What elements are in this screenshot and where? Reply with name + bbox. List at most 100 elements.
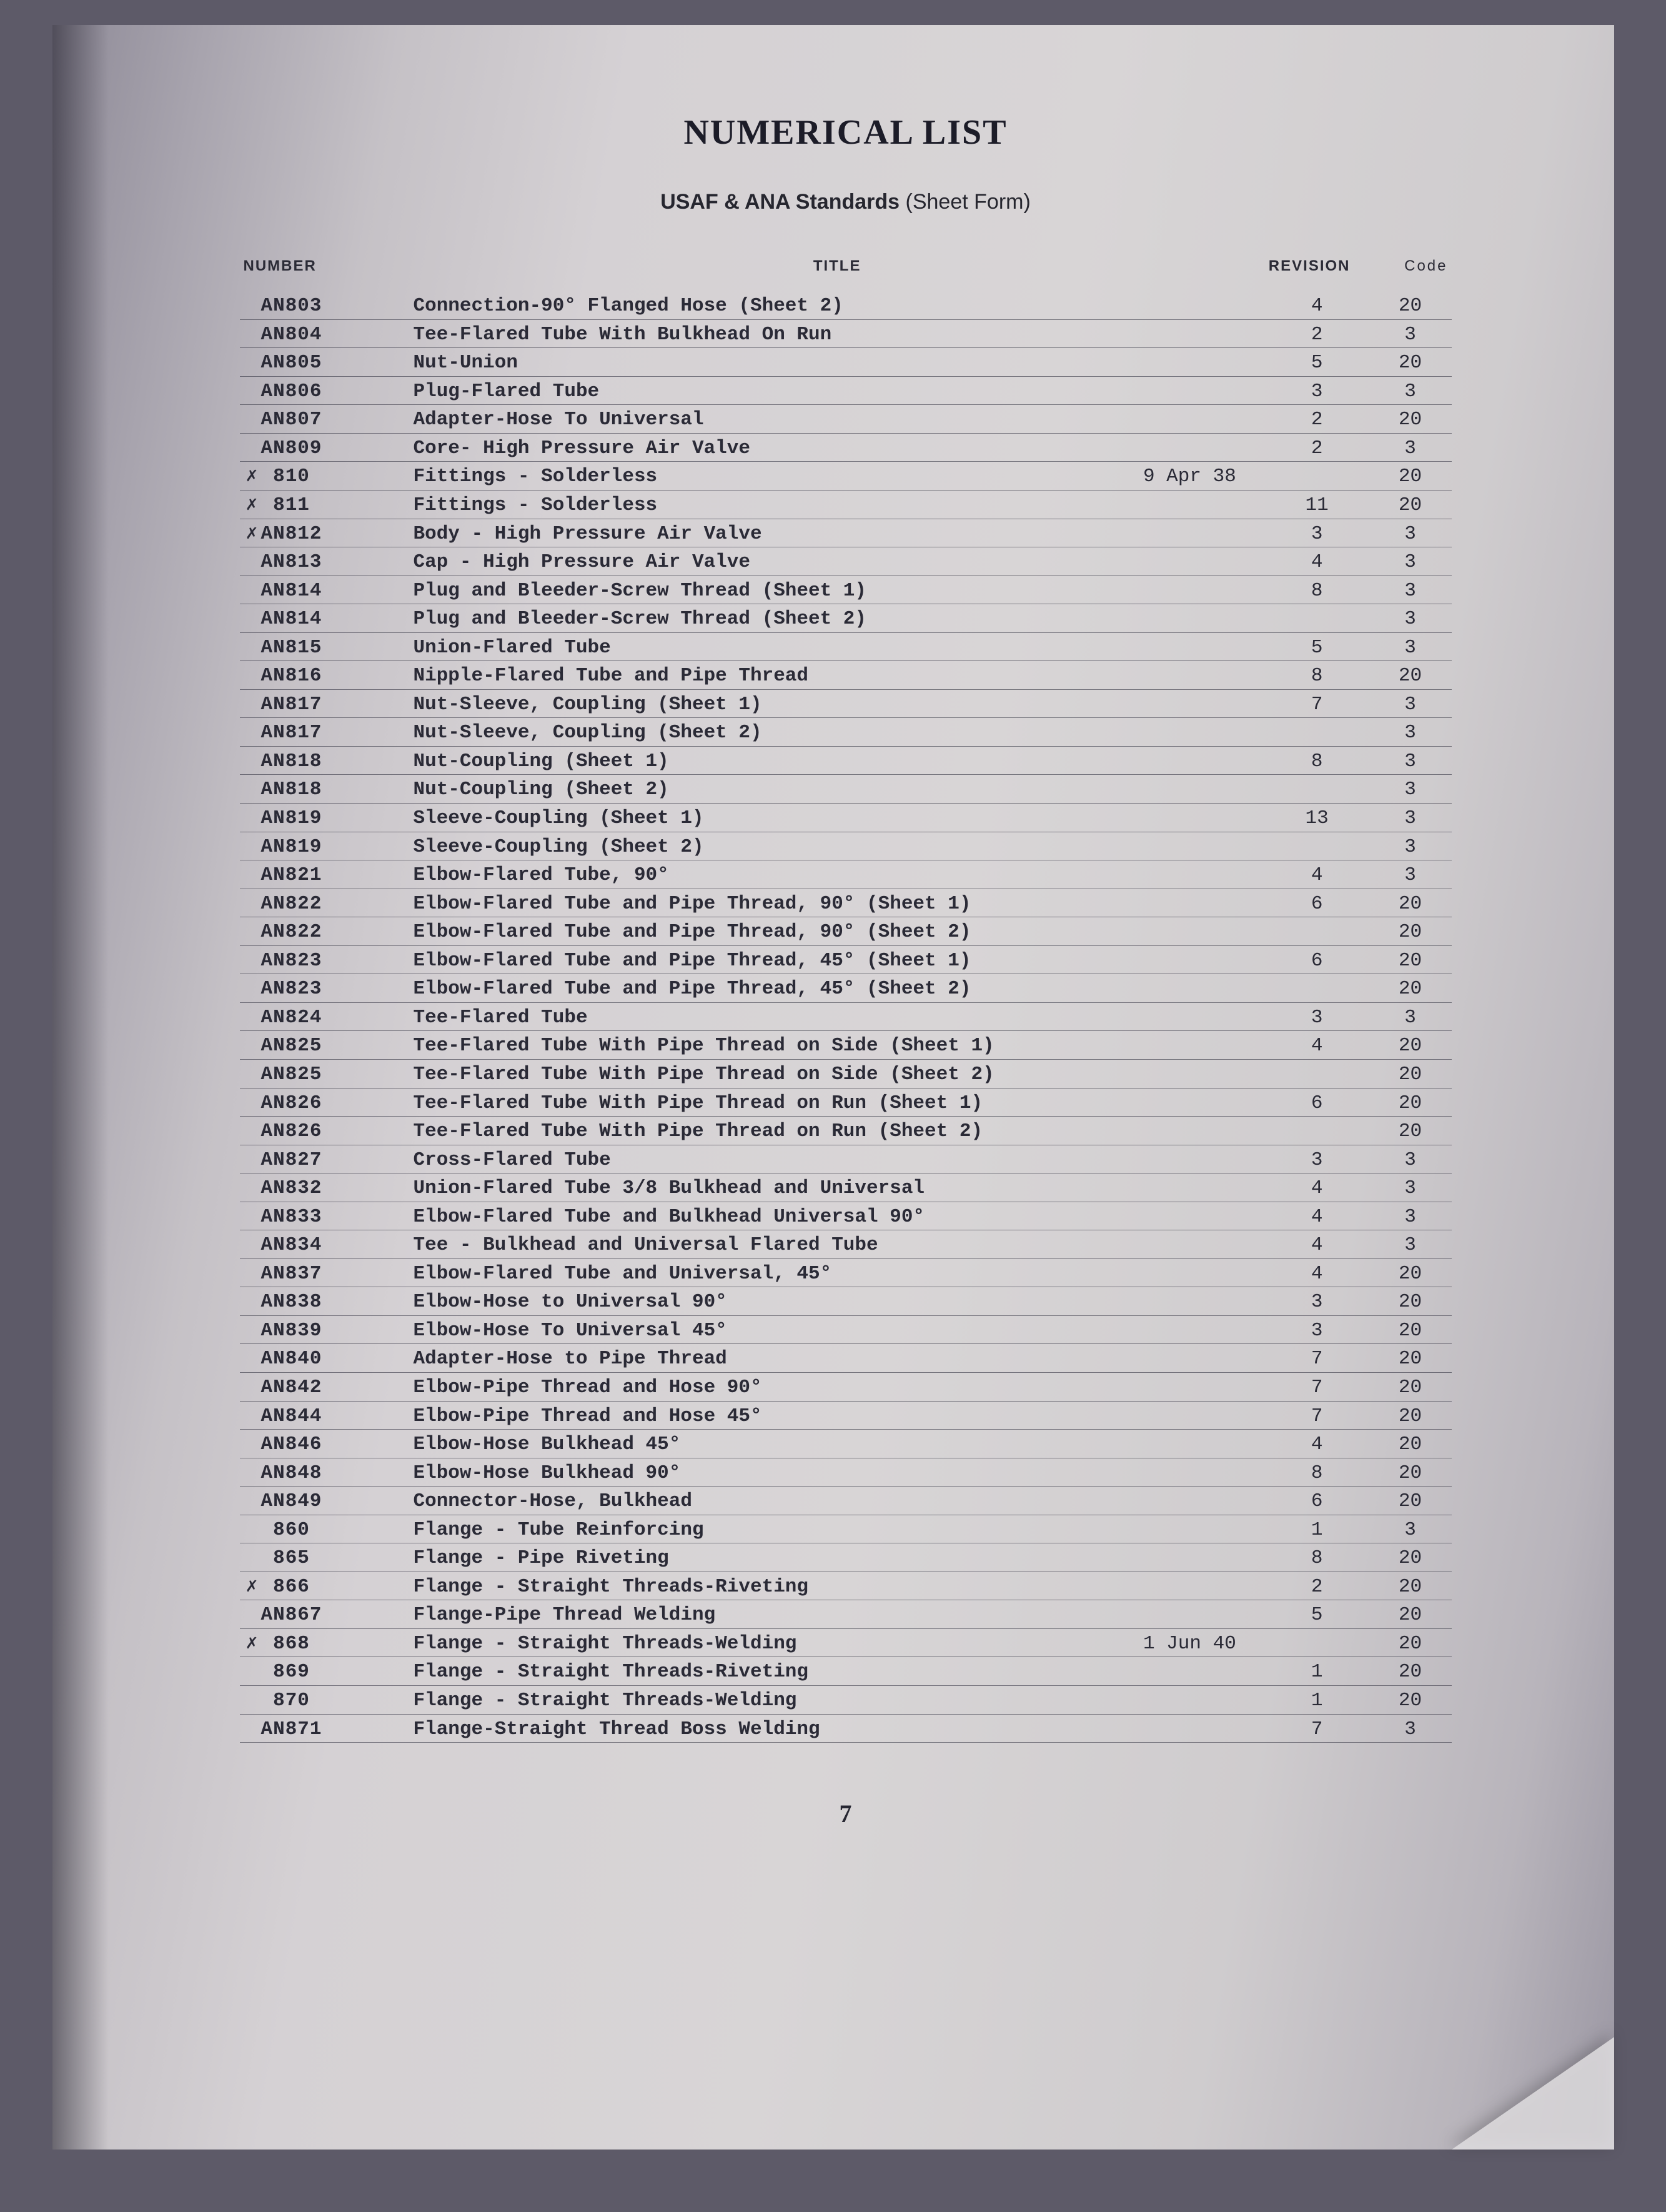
cell-number: AN825 bbox=[240, 1031, 410, 1060]
cell-code: 3 bbox=[1369, 832, 1452, 860]
cell-number: AN837 bbox=[240, 1258, 410, 1287]
table-header-row: NUMBER TITLE REVISION Code bbox=[240, 258, 1452, 291]
table-row: ✗AN812Body - High Pressure Air Valve33 bbox=[240, 519, 1452, 547]
cell-code: 3 bbox=[1369, 1230, 1452, 1259]
cell-title: Flange - Straight Threads-Welding1 Jun 4… bbox=[410, 1628, 1265, 1657]
cell-number: AN838 bbox=[240, 1287, 410, 1316]
cell-revision: 4 bbox=[1265, 1258, 1369, 1287]
cell-code: 20 bbox=[1369, 917, 1452, 946]
cell-title: Nut-Sleeve, Coupling (Sheet 2) bbox=[410, 718, 1265, 747]
cell-code: 20 bbox=[1369, 889, 1452, 917]
cell-title: Nut-Sleeve, Coupling (Sheet 1) bbox=[410, 689, 1265, 718]
table-row: AN821Elbow-Flared Tube, 90°43 bbox=[240, 860, 1452, 889]
table-row: AN839Elbow-Hose To Universal 45°320 bbox=[240, 1315, 1452, 1344]
table-row: AN826Tee-Flared Tube With Pipe Thread on… bbox=[240, 1117, 1452, 1145]
table-row: AN832Union-Flared Tube 3/8 Bulkhead and … bbox=[240, 1173, 1452, 1202]
cell-number: AN826 bbox=[240, 1117, 410, 1145]
dagger-mark: ✗ bbox=[244, 1634, 261, 1655]
cell-title: Flange - Tube Reinforcing bbox=[410, 1515, 1265, 1543]
col-header-number: NUMBER bbox=[240, 258, 410, 291]
page-dogear bbox=[1452, 2037, 1614, 2150]
cell-code: 20 bbox=[1369, 945, 1452, 974]
cell-title: Fittings - Solderless9 Apr 38 bbox=[410, 462, 1265, 491]
cell-number: AN817 bbox=[240, 718, 410, 747]
cell-title: Elbow-Hose Bulkhead 45° bbox=[410, 1430, 1265, 1458]
cell-revision bbox=[1265, 1117, 1369, 1145]
cell-revision bbox=[1265, 775, 1369, 804]
cell-revision: 5 bbox=[1265, 1600, 1369, 1629]
cell-code: 3 bbox=[1369, 775, 1452, 804]
page-title: NUMERICAL LIST bbox=[240, 112, 1452, 152]
cell-number: AN822 bbox=[240, 917, 410, 946]
table-row: AN846Elbow-Hose Bulkhead 45°420 bbox=[240, 1430, 1452, 1458]
cell-title: Nut-Union bbox=[410, 348, 1265, 377]
cell-title: Fittings - Solderless bbox=[410, 491, 1265, 519]
cell-number: AN834 bbox=[240, 1230, 410, 1259]
cell-revision: 3 bbox=[1265, 376, 1369, 405]
table-row: AN806Plug-Flared Tube33 bbox=[240, 376, 1452, 405]
cell-revision: 5 bbox=[1265, 632, 1369, 661]
table-row: AN838Elbow-Hose to Universal 90°320 bbox=[240, 1287, 1452, 1316]
cell-title: Sleeve-Coupling (Sheet 1) bbox=[410, 804, 1265, 832]
cell-title: Elbow-Pipe Thread and Hose 90° bbox=[410, 1372, 1265, 1401]
cell-code: 20 bbox=[1369, 291, 1452, 319]
cell-revision: 7 bbox=[1265, 1372, 1369, 1401]
table-row: AN842Elbow-Pipe Thread and Hose 90°720 bbox=[240, 1372, 1452, 1401]
table-row: AN805Nut-Union520 bbox=[240, 348, 1452, 377]
cell-number: AN822 bbox=[240, 889, 410, 917]
table-row: AN814Plug and Bleeder-Screw Thread (Shee… bbox=[240, 575, 1452, 604]
cell-revision: 3 bbox=[1265, 1315, 1369, 1344]
cell-title: Flange - Pipe Riveting bbox=[410, 1543, 1265, 1572]
cell-revision: 3 bbox=[1265, 519, 1369, 547]
cell-title: Tee-Flared Tube With Bulkhead On Run bbox=[410, 319, 1265, 348]
table-row: AN819Sleeve-Coupling (Sheet 1)133 bbox=[240, 804, 1452, 832]
cell-revision: 4 bbox=[1265, 1230, 1369, 1259]
cell-number: 869 bbox=[240, 1657, 410, 1686]
cell-code: 3 bbox=[1369, 746, 1452, 775]
cell-revision: 6 bbox=[1265, 945, 1369, 974]
cell-code: 20 bbox=[1369, 1628, 1452, 1657]
cell-revision: 7 bbox=[1265, 1344, 1369, 1373]
table-row: AN871Flange-Straight Thread Boss Welding… bbox=[240, 1714, 1452, 1743]
cell-code: 3 bbox=[1369, 1515, 1452, 1543]
cell-revision: 8 bbox=[1265, 1543, 1369, 1572]
cell-title: Tee-Flared Tube With Pipe Thread on Run … bbox=[410, 1117, 1265, 1145]
cell-number: AN814 bbox=[240, 604, 410, 633]
cell-title: Adapter-Hose To Universal bbox=[410, 405, 1265, 434]
cell-revision bbox=[1265, 1628, 1369, 1657]
cell-title: Elbow-Flared Tube and Universal, 45° bbox=[410, 1258, 1265, 1287]
cell-title: Core- High Pressure Air Valve bbox=[410, 433, 1265, 462]
cell-revision: 1 bbox=[1265, 1515, 1369, 1543]
table-row: 870Flange - Straight Threads-Welding120 bbox=[240, 1685, 1452, 1714]
cell-title: Elbow-Flared Tube and Pipe Thread, 45° (… bbox=[410, 945, 1265, 974]
cell-number: AN833 bbox=[240, 1202, 410, 1230]
cell-title: Plug and Bleeder-Screw Thread (Sheet 1) bbox=[410, 575, 1265, 604]
table-body: AN803Connection-90° Flanged Hose (Sheet … bbox=[240, 291, 1452, 1742]
table-row: ✗ 811Fittings - Solderless1120 bbox=[240, 491, 1452, 519]
cell-number: AN844 bbox=[240, 1401, 410, 1430]
table-row: AN815Union-Flared Tube53 bbox=[240, 632, 1452, 661]
cell-number: AN804 bbox=[240, 319, 410, 348]
cell-title: Adapter-Hose to Pipe Thread bbox=[410, 1344, 1265, 1373]
cell-revision: 4 bbox=[1265, 1202, 1369, 1230]
cell-number: AN803 bbox=[240, 291, 410, 319]
table-row: ✗ 868Flange - Straight Threads-Welding1 … bbox=[240, 1628, 1452, 1657]
cell-title: Body - High Pressure Air Valve bbox=[410, 519, 1265, 547]
cell-title: Elbow-Flared Tube and Pipe Thread, 90° (… bbox=[410, 889, 1265, 917]
cell-number: AN848 bbox=[240, 1458, 410, 1487]
table-row: AN823Elbow-Flared Tube and Pipe Thread, … bbox=[240, 945, 1452, 974]
cell-code: 3 bbox=[1369, 1145, 1452, 1173]
cell-code: 20 bbox=[1369, 1315, 1452, 1344]
cell-code: 20 bbox=[1369, 348, 1452, 377]
table-row: AN833Elbow-Flared Tube and Bulkhead Univ… bbox=[240, 1202, 1452, 1230]
table-row: AN867Flange-Pipe Thread Welding520 bbox=[240, 1600, 1452, 1629]
cell-number: AN819 bbox=[240, 804, 410, 832]
table-row: AN818Nut-Coupling (Sheet 1)83 bbox=[240, 746, 1452, 775]
cell-number: AN805 bbox=[240, 348, 410, 377]
cell-revision: 3 bbox=[1265, 1145, 1369, 1173]
cell-revision: 2 bbox=[1265, 319, 1369, 348]
cell-number: AN819 bbox=[240, 832, 410, 860]
cell-code: 3 bbox=[1369, 718, 1452, 747]
cell-title: Tee-Flared Tube With Pipe Thread on Run … bbox=[410, 1088, 1265, 1117]
cell-title: Connector-Hose, Bulkhead bbox=[410, 1487, 1265, 1515]
